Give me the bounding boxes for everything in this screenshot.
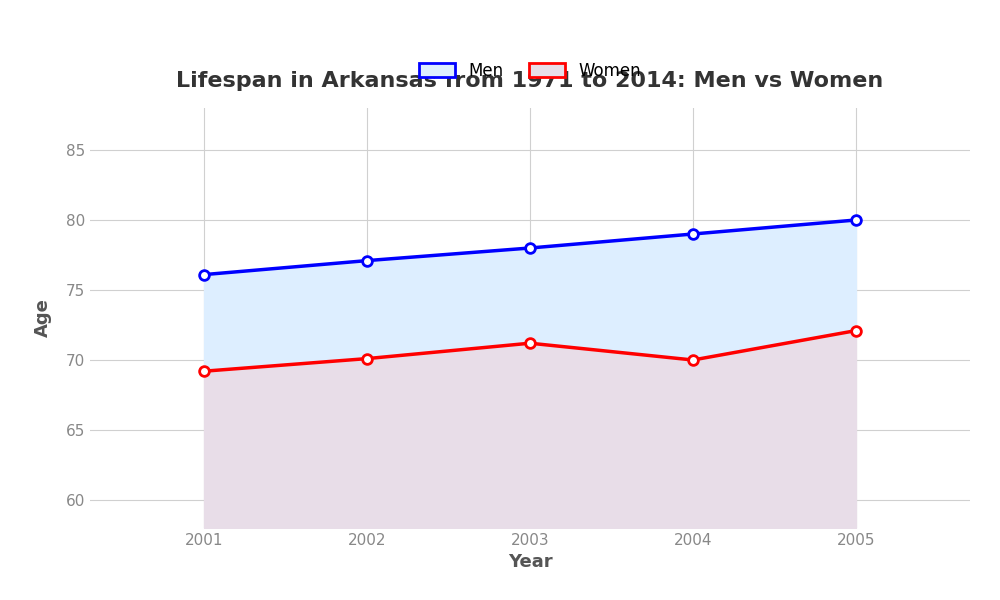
X-axis label: Year: Year [508,553,552,571]
Legend: Men, Women: Men, Women [419,62,641,80]
Title: Lifespan in Arkansas from 1971 to 2014: Men vs Women: Lifespan in Arkansas from 1971 to 2014: … [176,71,884,91]
Y-axis label: Age: Age [34,299,52,337]
